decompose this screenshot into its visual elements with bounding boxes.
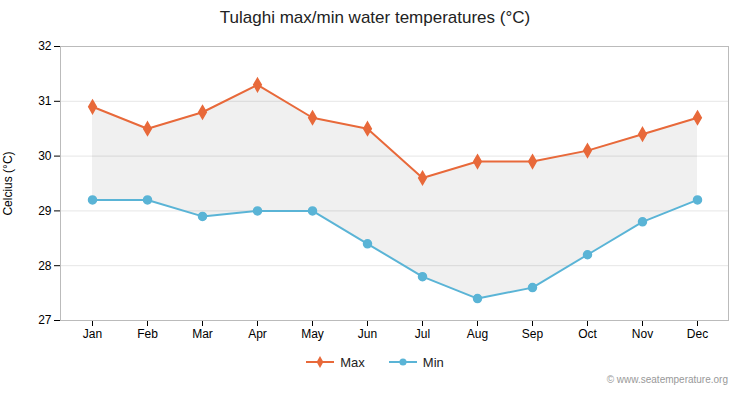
svg-text:Celcius (°C): Celcius (°C) [1,151,15,215]
svg-text:Apr: Apr [248,327,267,341]
svg-text:Sep: Sep [522,327,544,341]
svg-text:Aug: Aug [467,327,488,341]
html-text:Max: Max [340,354,365,370]
svg-text:32: 32 [38,39,52,53]
svg-text:30: 30 [38,149,52,163]
svg-text:Jun: Jun [358,327,377,341]
svg-text:Nov: Nov [632,327,653,341]
html-text:© www.seatemperature.org: © www.seatemperature.org [606,374,728,385]
svg-text:29: 29 [38,204,52,218]
svg-text:Mar: Mar [192,327,213,341]
svg-text:Jan: Jan [83,327,102,341]
svg-text:28: 28 [38,259,52,273]
svg-text:Jul: Jul [415,327,430,341]
svg-text:Oct: Oct [578,327,597,341]
svg-text:May: May [301,327,324,341]
svg-text:Dec: Dec [687,327,708,341]
html-text:Tulaghi max/min water temperat: Tulaghi max/min water temperatures (°C) [219,8,531,27]
svg-text:31: 31 [38,94,52,108]
svg-text:27: 27 [38,313,52,327]
svg-text:Feb: Feb [137,327,158,341]
html-text:Min: Min [422,354,444,370]
